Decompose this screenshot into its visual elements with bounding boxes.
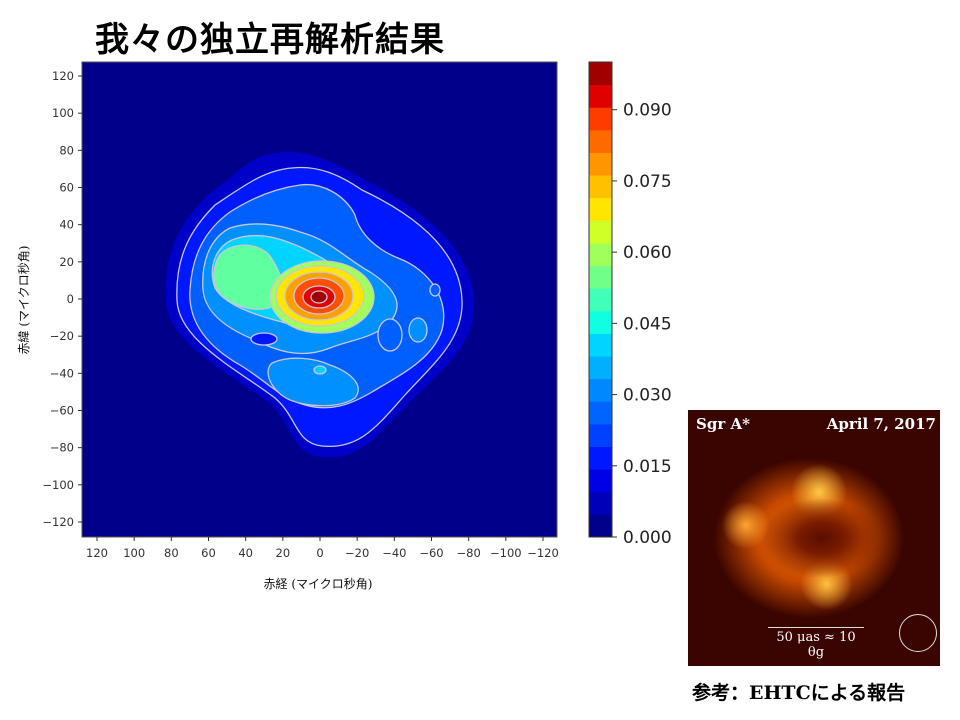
y-axis-label: 赤緯 (マイクロ秒角) <box>16 246 31 355</box>
y-tick-label: 60 <box>59 181 74 195</box>
colorbar-level <box>589 220 612 244</box>
x-tick-label: 80 <box>164 546 179 560</box>
contour-hole <box>429 283 441 297</box>
colorbar-level <box>589 62 612 86</box>
x-tick-label: −60 <box>419 546 443 560</box>
colorbar-level <box>589 265 612 289</box>
colorbar-level <box>589 197 612 221</box>
x-tick-label: −20 <box>345 546 369 560</box>
x-axis-label: 赤経 (マイクロ秒角) <box>264 577 373 591</box>
x-tick-label: 20 <box>276 546 291 560</box>
colorbar-level <box>589 514 612 538</box>
colorbar-tick-label: 0.000 <box>623 528 672 548</box>
colorbar-level <box>589 446 612 470</box>
colorbar-tick-label: 0.090 <box>623 101 672 121</box>
colorbar-tick-label: 0.060 <box>623 243 672 263</box>
x-tick-label: −100 <box>490 546 522 560</box>
y-tick-label: 0 <box>67 292 74 306</box>
reference-scale-bar: 50 μas ≈ 10 θg <box>768 627 864 660</box>
y-tick-label: −40 <box>50 366 74 380</box>
y-tick-label: 120 <box>52 69 74 83</box>
y-tick-label: 100 <box>52 106 74 120</box>
x-axis-ticks: 120 100 80 60 40 20 0 −20 −40 −60 −80 −100 −120 <box>86 537 559 560</box>
colorbar: 0.000 0.015 0.030 0.045 0.060 0.075 0.090 <box>588 61 672 548</box>
reference-date: April 7, 2017 <box>826 415 936 433</box>
contour-hole <box>250 332 278 346</box>
y-tick-label: −80 <box>50 441 74 455</box>
contour-layers <box>165 151 475 458</box>
colorbar-tick-label: 0.030 <box>623 386 672 406</box>
colorbar-level <box>589 356 612 380</box>
contour-island <box>313 365 327 375</box>
colorbar-level <box>589 129 612 153</box>
contour-level-12 <box>310 290 328 304</box>
colorbar-frame <box>588 61 613 538</box>
colorbar-tick-label: 0.045 <box>623 314 672 334</box>
colorbar-level <box>589 175 612 199</box>
x-tick-label: −120 <box>527 546 559 560</box>
reference-object-name: Sgr A* <box>696 415 750 433</box>
colorbar-level <box>589 84 612 108</box>
colorbar-level <box>589 107 612 131</box>
y-tick-label: −20 <box>50 329 74 343</box>
y-tick-label: 20 <box>59 255 74 269</box>
contour-level-4b <box>267 357 359 407</box>
y-tick-label: −60 <box>50 404 74 418</box>
colorbar-level <box>589 242 612 267</box>
reference-image-sgr-a: Sgr A* April 7, 2017 50 μas ≈ 10 θg <box>688 410 940 666</box>
colorbar-tick-label: 0.015 <box>623 457 672 477</box>
contour-level-6 <box>213 244 284 310</box>
x-tick-label: −40 <box>382 546 406 560</box>
colorbar-level <box>589 288 612 312</box>
y-tick-label: 40 <box>59 218 74 232</box>
beam-circle-icon <box>899 614 937 652</box>
x-tick-label: 40 <box>238 546 253 560</box>
x-tick-label: 120 <box>86 546 108 560</box>
colorbar-level <box>589 469 612 493</box>
slide-title: 我々の独立再解析結果 <box>95 20 445 60</box>
colorbar-level <box>589 333 612 357</box>
colorbar-level <box>589 401 612 425</box>
colorbar-tick-label: 0.075 <box>623 172 672 192</box>
colorbar-level <box>589 378 612 402</box>
x-tick-label: 100 <box>123 546 145 560</box>
reference-caption: 参考：EHTCによる報告 <box>692 682 906 704</box>
y-axis-ticks: 120 100 80 60 40 20 0 −20 −40 −60 −80 −100 −120 <box>42 69 82 529</box>
y-tick-label: −120 <box>42 515 74 529</box>
contour-hole <box>377 318 403 352</box>
colorbar-level <box>589 491 612 515</box>
contour-island <box>408 317 428 343</box>
colorbar-level <box>589 310 612 334</box>
y-tick-label: −100 <box>42 478 74 492</box>
y-tick-label: 80 <box>59 143 74 157</box>
x-tick-label: −80 <box>457 546 481 560</box>
colorbar-level <box>589 423 612 448</box>
x-tick-label: 60 <box>201 546 216 560</box>
x-tick-label: 0 <box>316 546 323 560</box>
colorbar-level <box>589 152 612 176</box>
